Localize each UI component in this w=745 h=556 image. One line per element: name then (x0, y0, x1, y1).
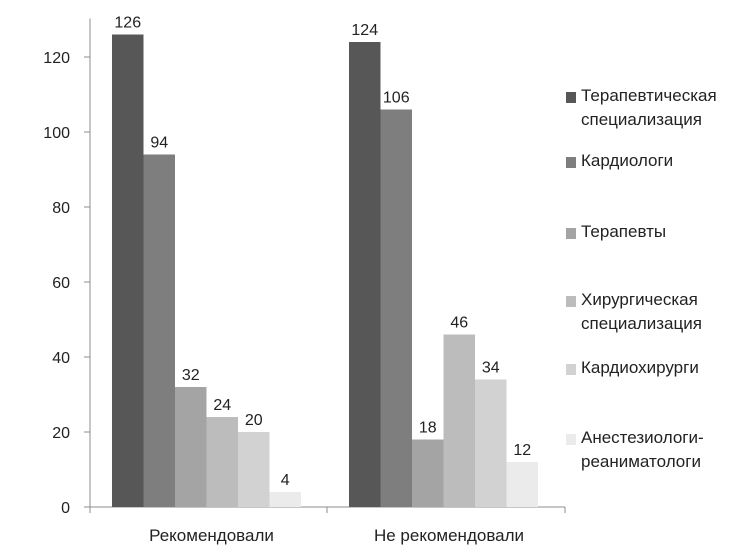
chart-legend: Терапевтическая специализация Кардиологи Те… (566, 0, 745, 556)
legend-label-line: Хирургическая (581, 290, 698, 309)
bar (238, 432, 270, 507)
y-tick-label: 120 (43, 50, 70, 67)
data-label: 12 (513, 442, 531, 459)
bar (443, 334, 475, 507)
data-label: 124 (351, 22, 378, 39)
data-label: 126 (114, 15, 141, 32)
data-label: 32 (182, 367, 200, 384)
legend-swatch (566, 434, 576, 445)
legend-swatch (566, 364, 576, 375)
x-category-label: Рекомендовали (149, 526, 274, 545)
legend-label: Кардиохирурги (581, 356, 699, 380)
legend-label: Хирургическая специализация (581, 288, 702, 336)
bar (412, 439, 444, 507)
bar (506, 462, 538, 507)
legend-label-line: специализация (581, 314, 702, 333)
legend-label-line: Анестезиологи- (581, 428, 704, 447)
bar (349, 42, 381, 507)
data-label: 20 (245, 412, 263, 429)
bar (269, 492, 301, 507)
legend-label-line: реаниматологи (581, 452, 701, 471)
legend-label-line: Кардиохирурги (581, 358, 699, 377)
data-label: 18 (419, 420, 437, 437)
legend-swatch (566, 296, 576, 307)
legend-swatch (566, 92, 576, 103)
legend-label: Кардиологи (581, 149, 673, 173)
data-label: 46 (450, 315, 468, 332)
x-category-label: Не рекомендовали (374, 526, 524, 545)
legend-label: Терапевтическая специализация (581, 84, 717, 132)
legend-swatch (566, 157, 576, 168)
y-tick-label: 60 (52, 275, 70, 292)
legend-label: Анестезиологи-реаниматологи (581, 426, 704, 474)
bar (206, 417, 238, 507)
bar (112, 34, 144, 507)
data-label: 106 (383, 90, 410, 107)
bar (475, 379, 507, 507)
legend-label-line: Кардиологи (581, 151, 674, 170)
y-tick-label: 40 (52, 350, 70, 367)
data-label: 94 (150, 135, 168, 152)
legend-swatch (566, 228, 576, 239)
y-tick-label: 0 (61, 500, 70, 517)
y-tick-label: 80 (52, 200, 70, 217)
data-label: 24 (213, 397, 231, 414)
y-tick-label: 100 (43, 125, 70, 142)
bar (380, 109, 412, 507)
legend-label: Терапевты (581, 220, 666, 244)
data-label: 34 (482, 360, 500, 377)
bar (143, 154, 175, 507)
legend-label-line: специализация (581, 110, 702, 129)
y-tick-label: 20 (52, 425, 70, 442)
legend-label-line: Терапевты (581, 222, 667, 241)
bar (175, 387, 207, 507)
legend-label-line: Терапевтическая (581, 86, 717, 105)
data-label: 4 (281, 472, 290, 489)
